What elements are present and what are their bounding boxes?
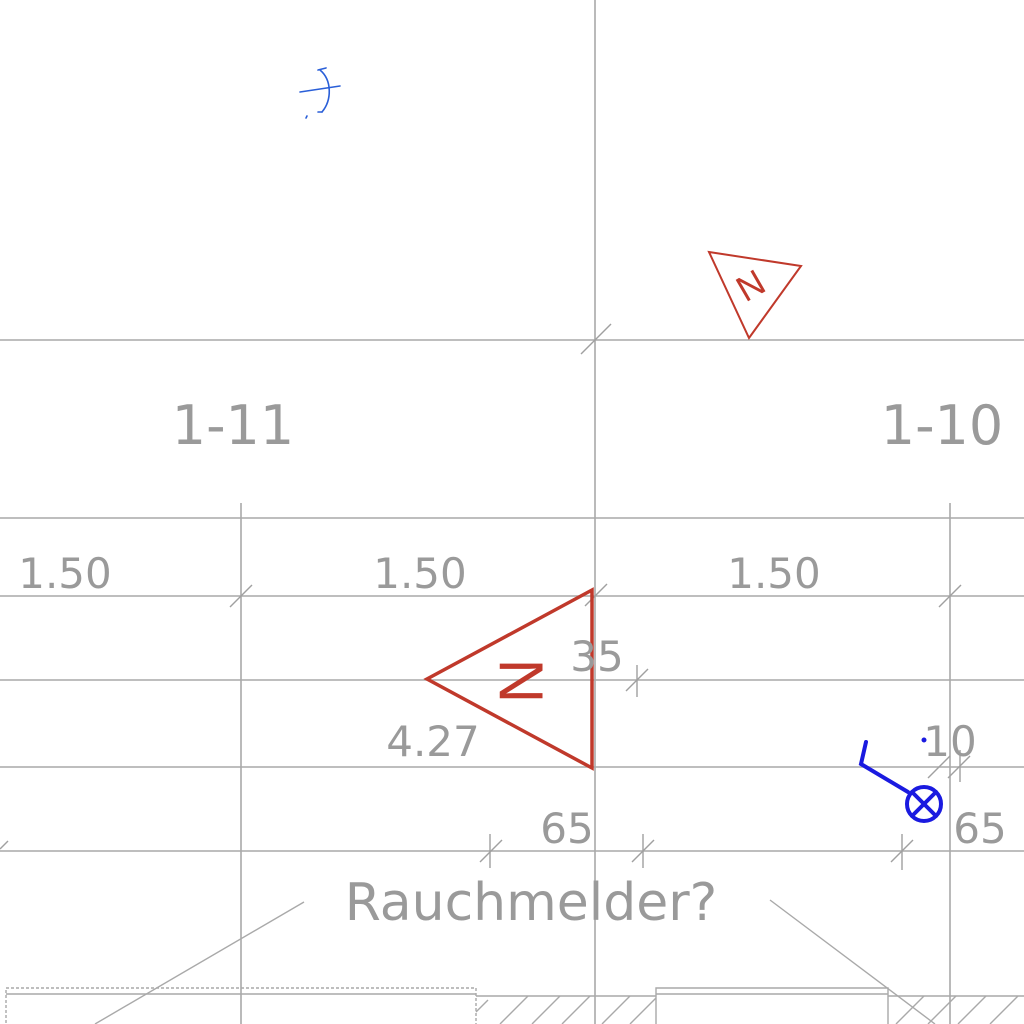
dimension-tick: [938, 584, 962, 608]
dimension-label: 1.50: [18, 549, 112, 598]
dimension-label: 35: [570, 632, 623, 681]
sketch-mark-icon: [299, 67, 341, 119]
dimension-label: 1.50: [373, 549, 467, 598]
dimension-ticks: [0, 323, 971, 870]
dimension-tick: [927, 755, 951, 779]
dimension-tick: [580, 323, 612, 355]
room-label-1-10: 1-10: [881, 394, 1004, 457]
wall-and-leaders: [5, 899, 1024, 1024]
small-triangle-letter: N: [729, 261, 772, 310]
dimension-label: 10: [923, 717, 976, 766]
dimension-label: 65: [540, 804, 593, 853]
dimension-tick: [0, 840, 9, 850]
dimension-label: 65: [953, 804, 1006, 853]
dimension-label: 1.50: [727, 549, 821, 598]
dimension-tick: [584, 583, 608, 607]
north-arrow-small-icon: N: [707, 250, 803, 340]
room-label-1-11: 1-11: [172, 394, 295, 457]
large-triangle-letter: N: [487, 659, 556, 704]
leader-line: [769, 899, 936, 1024]
dimension-tick: [229, 584, 253, 608]
wall-hatching: [475, 995, 1024, 1024]
north-arrow-large-icon: N: [423, 587, 594, 771]
dimension-tick: [947, 755, 971, 779]
dimension-tick: [479, 839, 503, 863]
annotation-text: Rauchmelder?: [345, 873, 717, 933]
light-fixture-icon: [858, 737, 943, 823]
wall-outline: [5, 987, 477, 1024]
dimension-label: 4.27: [386, 717, 480, 766]
leader-line: [94, 901, 305, 1024]
wall-outline: [655, 987, 889, 1024]
